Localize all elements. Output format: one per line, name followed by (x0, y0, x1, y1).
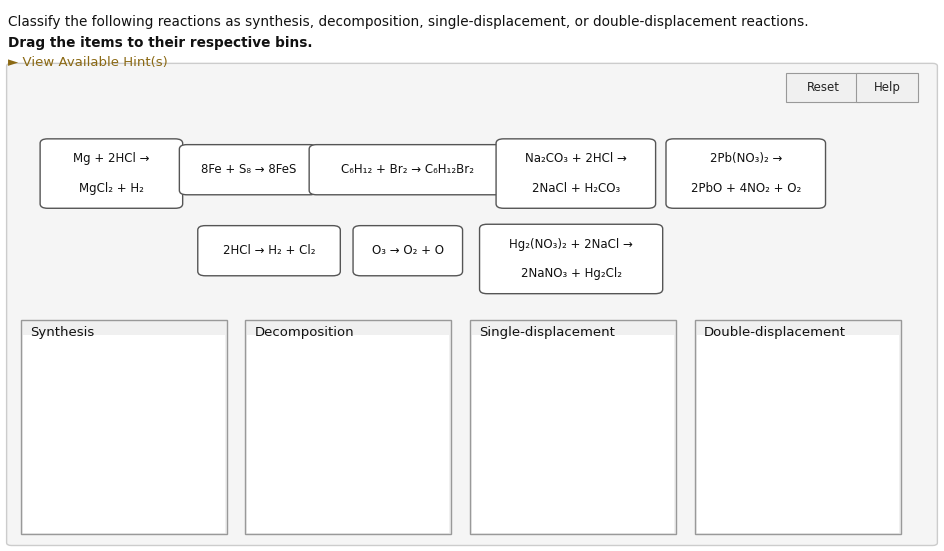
FancyBboxPatch shape (197, 226, 340, 276)
Text: Na₂CO₃ + 2HCl →: Na₂CO₃ + 2HCl → (525, 152, 627, 165)
FancyBboxPatch shape (470, 320, 676, 534)
Text: 2Pb(NO₃)₂ →: 2Pb(NO₃)₂ → (710, 152, 782, 165)
Text: Reset: Reset (807, 81, 839, 94)
FancyBboxPatch shape (786, 73, 860, 102)
Text: 2HCl → H₂ + Cl₂: 2HCl → H₂ + Cl₂ (223, 244, 315, 257)
Text: 2PbO + 4NO₂ + O₂: 2PbO + 4NO₂ + O₂ (691, 182, 801, 195)
Text: Hg₂(NO₃)₂ + 2NaCl →: Hg₂(NO₃)₂ + 2NaCl → (509, 237, 633, 251)
Text: Double-displacement: Double-displacement (704, 326, 846, 339)
Text: Single-displacement: Single-displacement (480, 326, 615, 339)
FancyBboxPatch shape (695, 320, 901, 534)
FancyBboxPatch shape (23, 335, 225, 533)
Text: C₆H₁₂ + Br₂ → C₆H₁₂Br₂: C₆H₁₂ + Br₂ → C₆H₁₂Br₂ (342, 163, 474, 176)
Text: 2NaCl + H₂CO₃: 2NaCl + H₂CO₃ (531, 182, 620, 195)
FancyBboxPatch shape (21, 320, 227, 534)
FancyBboxPatch shape (179, 145, 317, 195)
FancyBboxPatch shape (480, 224, 663, 294)
Text: 8Fe + S₈ → 8FeS: 8Fe + S₈ → 8FeS (200, 163, 296, 176)
FancyBboxPatch shape (245, 320, 451, 534)
FancyBboxPatch shape (697, 335, 899, 533)
FancyBboxPatch shape (666, 139, 825, 208)
Text: Decomposition: Decomposition (255, 326, 355, 339)
FancyBboxPatch shape (310, 145, 506, 195)
FancyBboxPatch shape (353, 226, 463, 276)
Text: 2NaNO₃ + Hg₂Cl₂: 2NaNO₃ + Hg₂Cl₂ (521, 267, 621, 280)
FancyBboxPatch shape (247, 335, 449, 533)
Text: ► View Available Hint(s): ► View Available Hint(s) (8, 56, 167, 69)
Text: O₃ → O₂ + O: O₃ → O₂ + O (372, 244, 444, 257)
Text: MgCl₂ + H₂: MgCl₂ + H₂ (79, 182, 143, 195)
FancyBboxPatch shape (7, 63, 937, 545)
FancyBboxPatch shape (497, 139, 655, 208)
Text: Synthesis: Synthesis (30, 326, 94, 339)
FancyBboxPatch shape (40, 139, 183, 208)
Text: Help: Help (873, 81, 901, 94)
FancyBboxPatch shape (472, 335, 674, 533)
Text: Mg + 2HCl →: Mg + 2HCl → (73, 152, 150, 165)
Text: Classify the following reactions as synthesis, decomposition, single-displacemen: Classify the following reactions as synt… (8, 15, 808, 29)
Text: Drag the items to their respective bins.: Drag the items to their respective bins. (8, 36, 312, 50)
FancyBboxPatch shape (856, 73, 918, 102)
